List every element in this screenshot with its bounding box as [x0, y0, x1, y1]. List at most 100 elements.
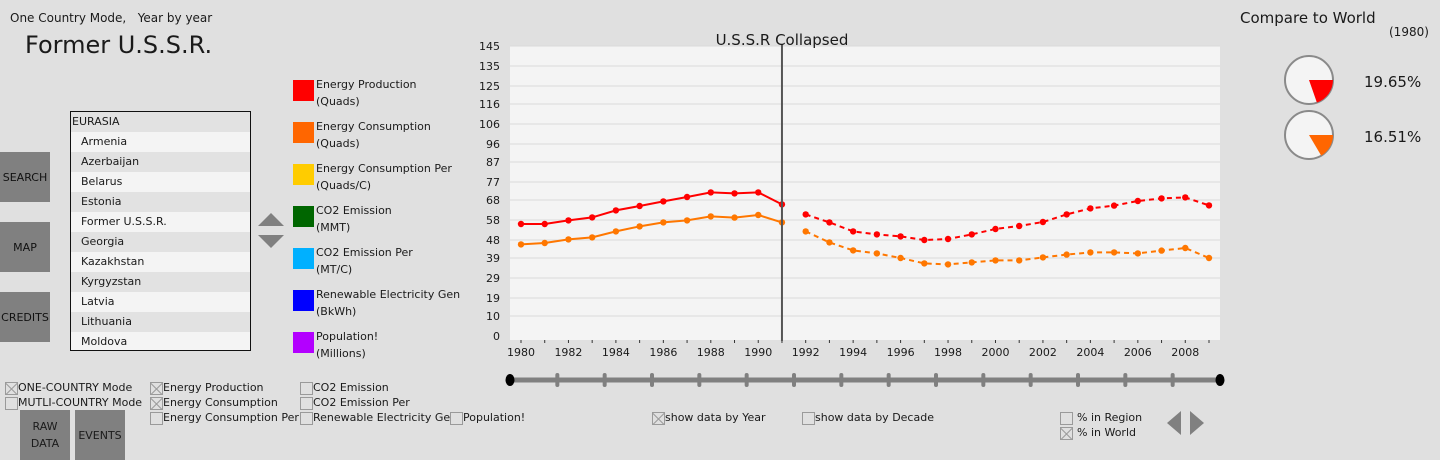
list-item[interactable]: Georgia — [71, 232, 250, 252]
checkbox-label: MUTLI-COUNTRY Mode — [18, 396, 143, 409]
toggle-co2-emission-per[interactable]: CO2 Emission Per — [300, 396, 410, 410]
region-header[interactable]: EURASIA — [71, 112, 250, 132]
checkbox-label: Population! — [463, 411, 526, 424]
toggle-energy-production[interactable]: Energy Production — [150, 381, 264, 395]
slider-stop[interactable] — [934, 373, 938, 387]
toggle-population[interactable]: Population! — [450, 411, 525, 425]
toggle-energy-consumption-per[interactable]: Energy Consumption Per — [150, 411, 299, 425]
list-item[interactable]: Belarus — [81, 175, 123, 188]
list-item[interactable]: Latvia — [81, 295, 115, 308]
list-item[interactable]: Moldova — [81, 335, 128, 348]
y-tick-label: 39 — [486, 252, 500, 265]
slider-stop[interactable] — [697, 373, 702, 387]
toggle-by-year[interactable]: show data by Year — [652, 411, 765, 425]
slider-stop[interactable] — [792, 373, 796, 387]
list-item[interactable]: Azerbaijan — [71, 152, 250, 172]
previous-arrow-icon[interactable] — [1167, 411, 1181, 435]
slider-stop[interactable] — [1170, 373, 1175, 387]
slider-stop[interactable] — [744, 373, 749, 387]
scroll-down-arrow-icon[interactable] — [258, 235, 284, 248]
slider-stop[interactable] — [839, 373, 844, 387]
slider-stop[interactable] — [1028, 373, 1033, 387]
data-point — [1039, 218, 1047, 226]
data-point — [849, 247, 857, 254]
events-button[interactable]: EVENTS — [75, 410, 125, 460]
data-point — [755, 189, 762, 196]
checkbox[interactable] — [652, 411, 665, 425]
y-tick-label: 29 — [486, 272, 500, 285]
toggle-renewable-electricity[interactable]: Renewable Electricity Gen — [300, 411, 457, 425]
list-item[interactable]: Kyrgyzstan — [71, 272, 250, 292]
toggle-pct-world[interactable]: % in World — [1060, 426, 1136, 440]
slider-stop[interactable] — [886, 373, 891, 387]
slider-stop[interactable] — [555, 373, 560, 387]
multi-country-mode-toggle[interactable]: MUTLI-COUNTRY Mode — [5, 396, 142, 410]
x-tick-label: 2006 — [1124, 346, 1152, 359]
raw-data-button[interactable]: RAW DATA — [20, 410, 70, 460]
slider-stop[interactable] — [602, 373, 607, 387]
data-point — [944, 235, 952, 243]
scroll-up-arrow-icon[interactable] — [258, 213, 284, 226]
checkbox[interactable] — [1060, 426, 1073, 440]
slider-start-handle[interactable] — [505, 374, 515, 386]
checkbox[interactable] — [150, 396, 163, 410]
checkbox-label: CO2 Emission Per — [313, 396, 410, 409]
slider-stop[interactable] — [981, 373, 986, 387]
annotation-label: U.S.S.R Collapsed — [716, 31, 849, 49]
checkbox[interactable] — [300, 381, 313, 395]
toggle-pct-region[interactable]: % in Region — [1060, 411, 1142, 425]
x-tick-label: 1990 — [744, 346, 772, 359]
list-item[interactable]: Armenia — [81, 135, 128, 148]
list-item[interactable]: Former U.S.S.R. — [81, 215, 167, 228]
x-tick-label: 1986 — [649, 346, 677, 359]
checkbox[interactable] — [150, 411, 163, 425]
data-point — [1039, 254, 1047, 261]
slider-end-handle[interactable] — [1215, 374, 1225, 386]
list-item[interactable]: Kazakhstan — [81, 255, 145, 268]
slider-stop[interactable] — [1076, 373, 1080, 387]
x-tick-label: 2000 — [981, 346, 1009, 359]
legend-item: Energy Production (Quads) — [293, 76, 493, 112]
one-country-mode-toggle[interactable]: ONE-COUNTRY Mode — [5, 381, 132, 395]
data-point — [897, 254, 904, 262]
legend-item: CO2 Emission Per (MT/C) — [293, 244, 493, 280]
checkbox[interactable] — [5, 381, 18, 395]
checkbox[interactable] — [1060, 411, 1073, 425]
compare-title: Compare to World — [1240, 9, 1376, 27]
map-button[interactable]: MAP — [0, 222, 50, 272]
checkbox[interactable] — [5, 396, 18, 410]
toggle-by-decade[interactable]: show data by Decade — [802, 411, 934, 425]
list-item[interactable]: Estonia — [71, 192, 250, 212]
checkbox-label: Energy Production — [163, 381, 264, 394]
legend-item: Energy Consumption (Quads) — [293, 118, 493, 154]
search-button[interactable]: SEARCH — [0, 152, 50, 202]
y-tick-label: 10 — [486, 310, 500, 323]
series-line-solid — [520, 213, 783, 246]
next-arrow-icon[interactable] — [1190, 411, 1204, 435]
checkbox[interactable] — [150, 381, 163, 395]
toggle-energy-consumption[interactable]: Energy Consumption — [150, 396, 278, 410]
y-tick-label: 19 — [486, 292, 500, 305]
x-tick-label: 2004 — [1076, 346, 1104, 359]
toggle-co2-emission[interactable]: CO2 Emission — [300, 381, 389, 395]
data-point — [565, 236, 572, 243]
checkbox[interactable] — [300, 396, 313, 410]
legend-item: CO2 Emission (MMT) — [293, 202, 493, 238]
checkbox[interactable] — [450, 411, 463, 425]
data-point — [612, 207, 620, 214]
x-tick-label: 1980 — [507, 346, 535, 359]
credits-button[interactable]: CREDITS — [0, 292, 50, 342]
legend-item: Population! (Millions) — [293, 328, 493, 364]
slider-stop[interactable] — [650, 373, 654, 387]
country-list[interactable]: EURASIA Armenia Azerbaijan Belarus Eston… — [70, 111, 251, 351]
y-tick-label: 135 — [479, 60, 500, 73]
data-point — [802, 228, 809, 235]
data-point — [517, 220, 525, 228]
legend-swatch — [293, 206, 314, 227]
legend-swatch — [293, 80, 314, 101]
checkbox[interactable] — [300, 411, 313, 425]
checkbox[interactable] — [802, 411, 815, 425]
slider-stop[interactable] — [1123, 373, 1128, 387]
list-item[interactable]: Lithuania — [71, 312, 250, 332]
checkbox-label: Energy Consumption Per — [163, 411, 299, 424]
